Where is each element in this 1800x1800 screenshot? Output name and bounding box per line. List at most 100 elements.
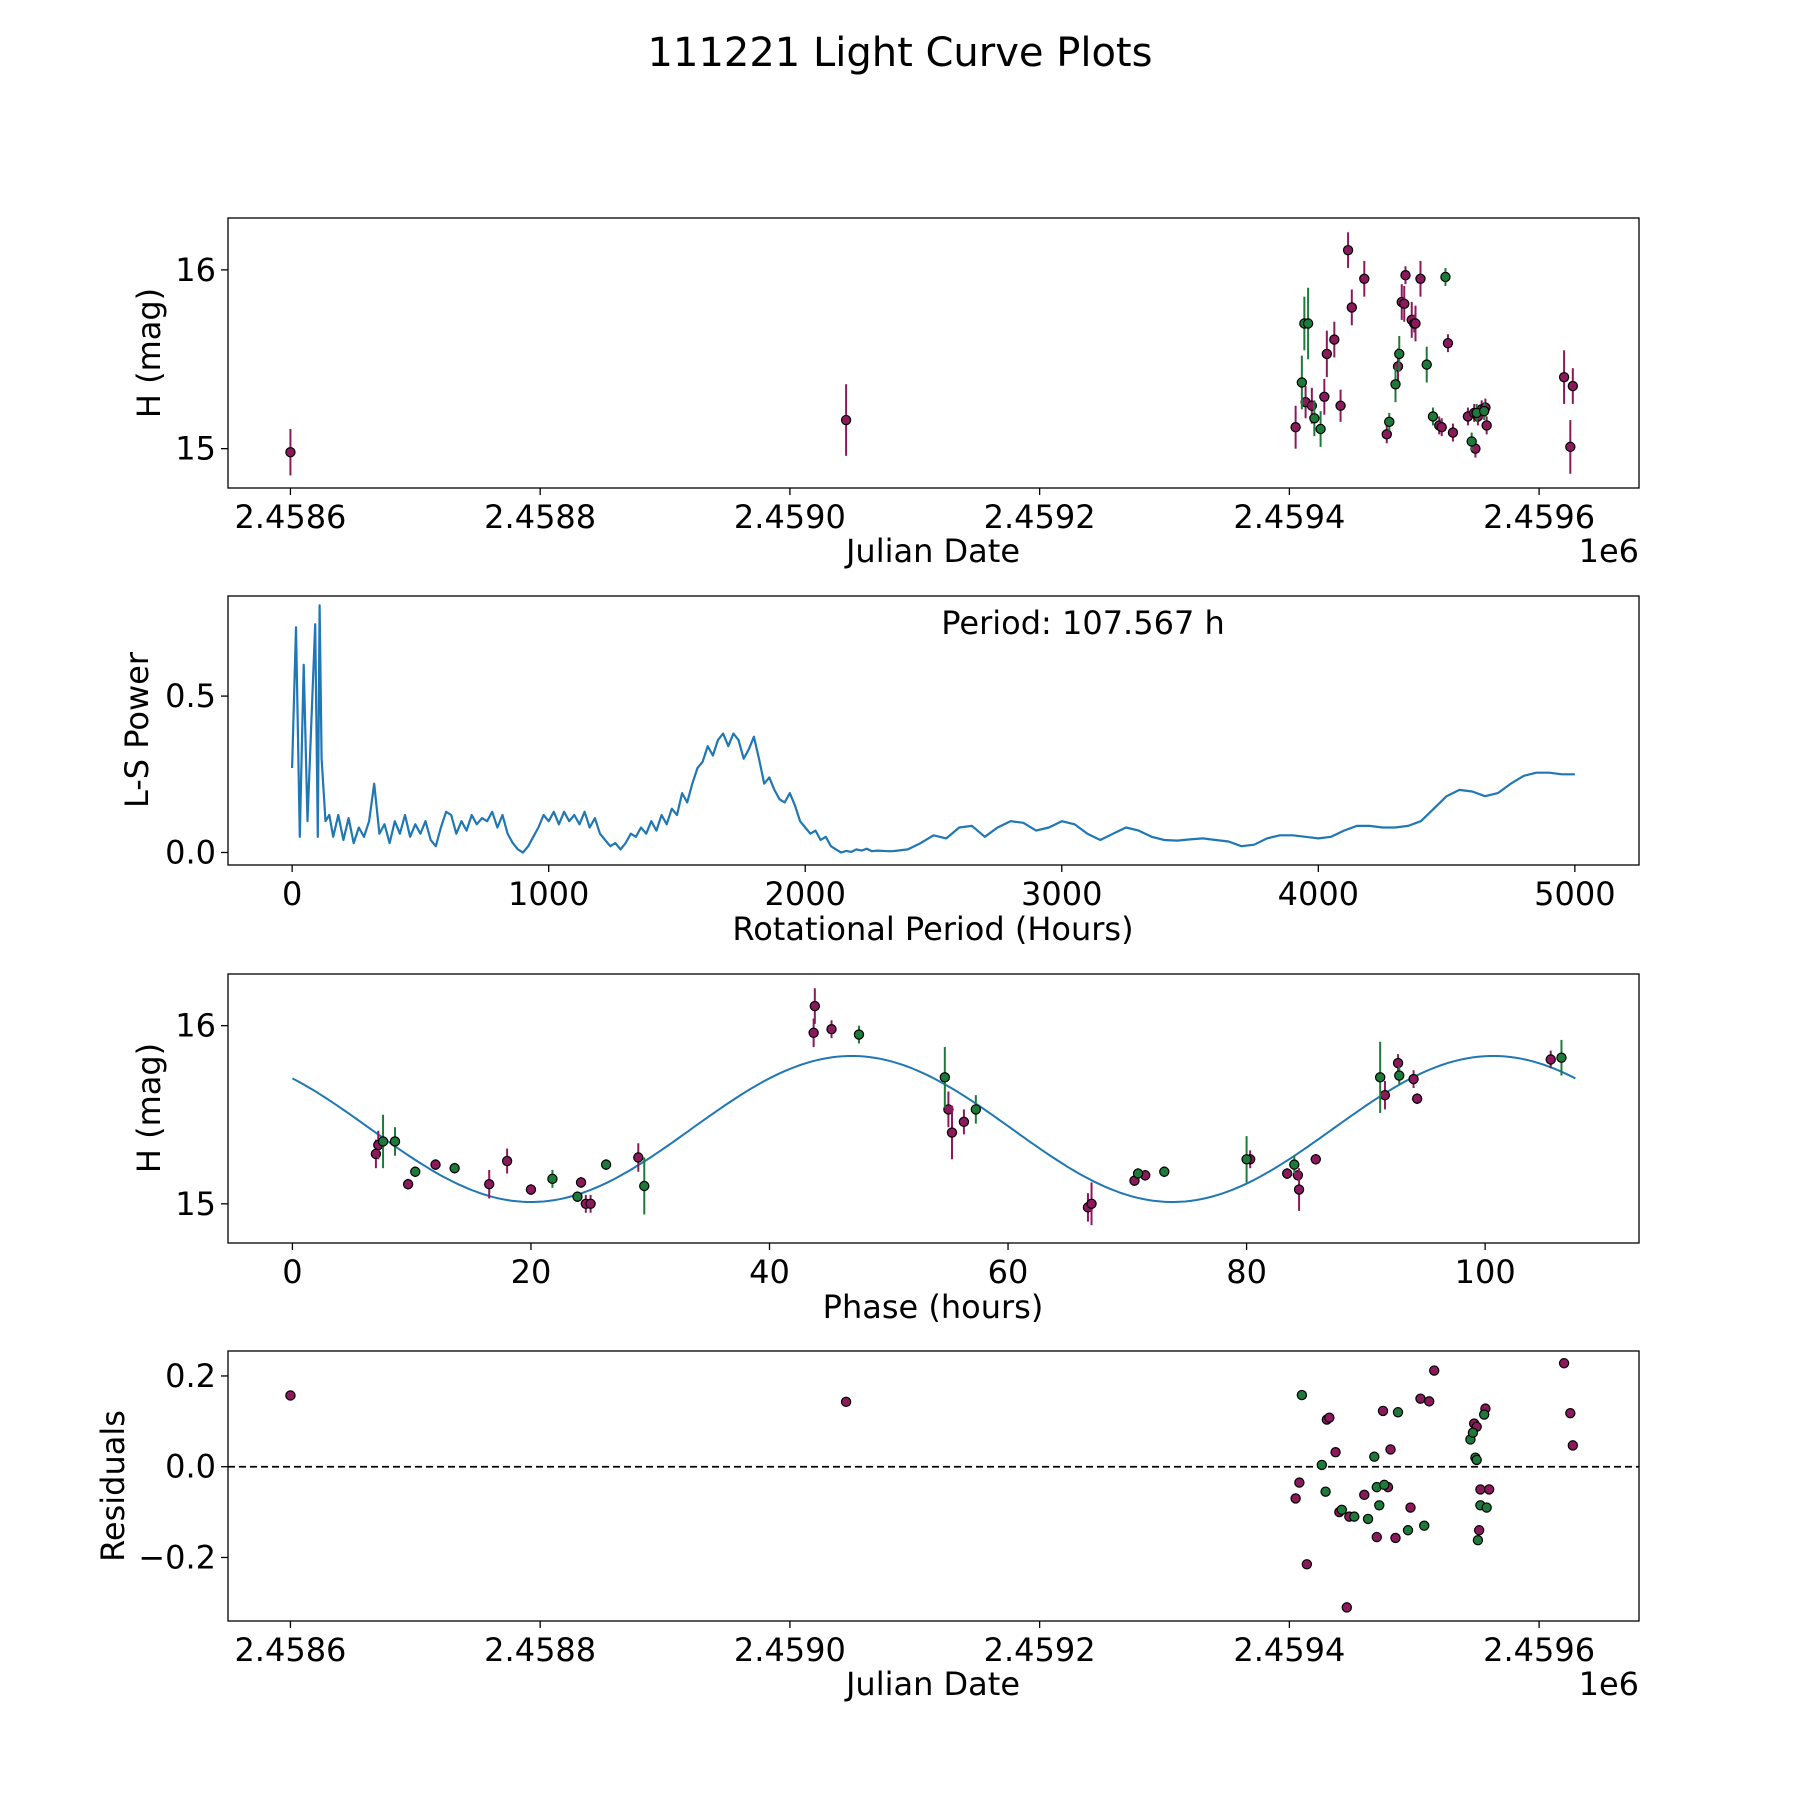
phased-ylabel: H (mag): [130, 1043, 168, 1173]
phased-xtick-label: 100: [1455, 1253, 1516, 1291]
residuals-point: [1374, 1500, 1385, 1511]
lightcurve-point: [1394, 348, 1405, 360]
periodogram-xtick-label: 5000: [1534, 875, 1615, 913]
lightcurve-point: [1346, 302, 1358, 313]
periodogram-xtick-label: 4000: [1278, 875, 1359, 913]
residuals-point: [1385, 1444, 1396, 1455]
residuals-offset-text: 1e6: [1579, 1665, 1639, 1703]
phased-xtick-label: 20: [511, 1253, 552, 1291]
phased-fit-curve: [291, 1055, 1576, 1203]
lightcurve-xlabel: Julian Date: [844, 532, 1020, 570]
residuals-point: [1473, 1525, 1485, 1536]
residuals-point: [1341, 1602, 1353, 1613]
lightcurve-point: [1410, 318, 1421, 329]
residuals-point: [1296, 1389, 1308, 1401]
lightcurve-xtick-label: 2.4590: [734, 498, 846, 536]
residuals-point: [1359, 1489, 1370, 1501]
residuals-point: [1290, 1493, 1301, 1504]
lightcurve-point: [1565, 441, 1576, 453]
periodogram-axes-frame: [227, 595, 1640, 866]
phased-point: [377, 1136, 389, 1147]
phased-xtick-label: 0: [282, 1253, 302, 1291]
periodogram-marks: [291, 604, 1575, 854]
lightcurve-point: [1296, 377, 1308, 388]
lightcurve-point: [1390, 379, 1401, 390]
residuals-axes-frame: [227, 1350, 1640, 1622]
lightcurve-point: [1399, 298, 1410, 310]
phased-point: [1374, 1072, 1386, 1083]
residuals-panel: 2.4586 2.4588 2.4590 2.4592 2.4594 2.4596 −0.2…: [94, 1350, 1640, 1703]
lightcurve-point: [1302, 318, 1314, 329]
phased-point: [958, 1116, 970, 1128]
lightcurve-ticks: 2.4586 2.4588 2.4590 2.4592 2.4594 2.4596 15 16: [175, 251, 1595, 536]
phased-point: [1411, 1093, 1423, 1104]
residuals-point: [1429, 1365, 1440, 1376]
residuals-point: [1424, 1396, 1435, 1407]
periodogram-line: [291, 604, 1575, 854]
lightcurve-point: [285, 447, 296, 458]
residuals-marks: [228, 1358, 1639, 1613]
residuals-point: [1472, 1535, 1484, 1546]
phased-point: [970, 1104, 982, 1115]
phased-point: [1289, 1159, 1300, 1170]
lightcurve-xtick-label: 2.4594: [1233, 498, 1345, 536]
lightcurve-point: [1567, 380, 1579, 392]
residuals-point: [1369, 1451, 1380, 1462]
lightcurve-point: [1359, 273, 1370, 284]
phased-point: [1292, 1170, 1304, 1181]
phased-xtick-label: 60: [988, 1253, 1029, 1291]
residuals-point: [1405, 1502, 1416, 1513]
phased-xtick-label: 40: [749, 1253, 790, 1291]
lightcurve-plot-area: [285, 232, 1579, 476]
periodogram-xlabel: Rotational Period (Hours): [732, 910, 1133, 948]
residuals-point: [1467, 1427, 1479, 1438]
phased-point: [943, 1104, 954, 1115]
residuals-point: [1415, 1393, 1426, 1404]
residuals-ticks: 2.4586 2.4588 2.4590 2.4592 2.4594 2.4596 −0.2…: [138, 1357, 1595, 1669]
lightcurve-point: [1342, 244, 1354, 256]
phased-point: [1310, 1154, 1321, 1165]
phased-ytick-label: 15: [175, 1185, 216, 1223]
phased-point: [525, 1184, 537, 1195]
lightcurve-point: [1558, 371, 1570, 383]
residuals-point: [1558, 1358, 1570, 1369]
residuals-xtick-label: 2.4588: [484, 1631, 596, 1669]
residuals-point: [1324, 1412, 1335, 1423]
residuals-point: [1471, 1454, 1482, 1466]
phased-point: [808, 1027, 819, 1038]
phased-panel: 0 20 40 60 80 100 15 16 Phase (hours) H (mag): [130, 973, 1640, 1326]
lightcurve-point: [1436, 422, 1447, 433]
phased-point: [585, 1198, 596, 1210]
lightcurve-point: [1415, 273, 1426, 284]
phased-marks: [291, 988, 1576, 1226]
lightcurve-panel: 2.4586 2.4588 2.4590 2.4592 2.4594 2.4596 15 16…: [130, 217, 1640, 570]
lightcurve-point: [1381, 429, 1392, 440]
periodogram-ytick-label: 0.0: [165, 833, 216, 871]
residuals-xtick-label: 2.4594: [1233, 1631, 1345, 1669]
phased-point: [826, 1024, 837, 1035]
periodogram-xtick-label: 3000: [1021, 875, 1102, 913]
lightcurve-point: [1315, 423, 1326, 435]
residuals-xlabel: Julian Date: [844, 1665, 1020, 1703]
residuals-point: [1301, 1559, 1313, 1570]
phased-point: [484, 1179, 495, 1190]
lightcurve-xtick-label: 2.4592: [984, 498, 1096, 536]
lightcurve-point: [1427, 411, 1439, 422]
lightcurve-xtick-label: 2.4596: [1483, 498, 1595, 536]
phased-point: [946, 1127, 958, 1138]
periodogram-panel: 0 1000 2000 3000 4000 5000 0.0 0.5 Period: 107.…: [118, 595, 1640, 948]
lightcurve-point: [1478, 405, 1490, 417]
lightcurve-ytick-label: 16: [175, 251, 216, 289]
phased-point: [1086, 1198, 1097, 1210]
periodogram-xtick-label: 2000: [765, 875, 846, 913]
residuals-point: [1349, 1511, 1360, 1522]
phased-point: [449, 1162, 460, 1174]
periodogram-plot-area: [291, 604, 1575, 854]
periodogram-ylabel: L-S Power: [118, 651, 156, 808]
phased-point: [389, 1136, 401, 1147]
phased-point: [547, 1173, 558, 1185]
residuals-point: [1390, 1532, 1401, 1544]
lightcurve-ylabel: H (mag): [130, 288, 168, 418]
phased-point: [633, 1152, 644, 1163]
